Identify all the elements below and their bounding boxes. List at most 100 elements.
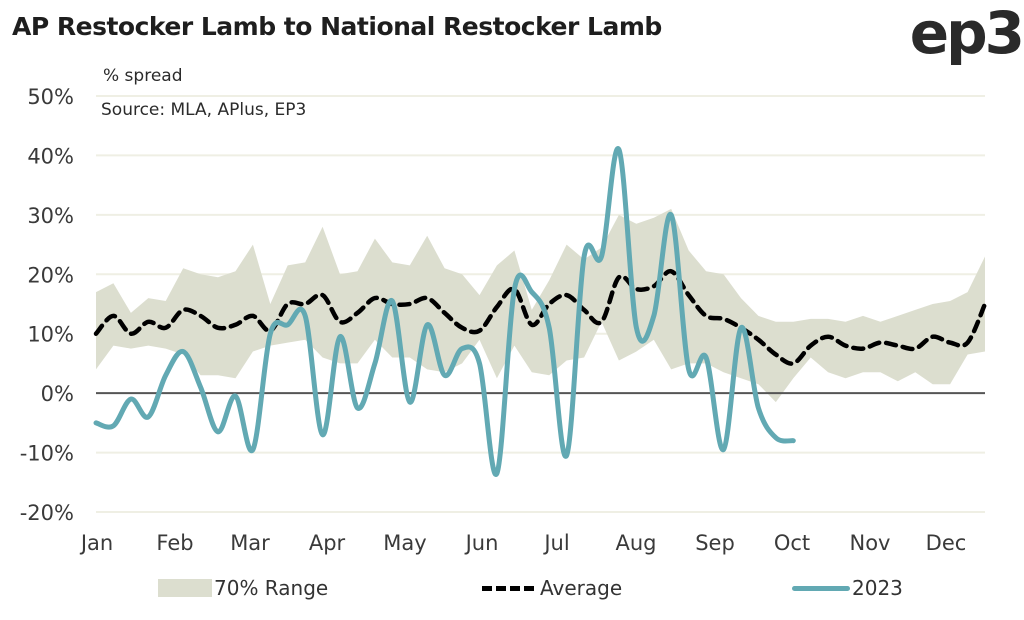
average-point (844, 344, 848, 348)
series-2023-point (251, 448, 255, 452)
series-2023-point (94, 421, 98, 425)
y-tick-label: 0% (41, 382, 74, 406)
series-2023-point (565, 454, 569, 458)
series-2023-point (268, 332, 272, 336)
x-tick-label: Jan (79, 531, 113, 555)
average-point (791, 361, 795, 365)
legend-2023-swatch (792, 585, 850, 591)
average-point (948, 341, 952, 345)
average-point (233, 323, 237, 327)
series-2023-point (181, 350, 185, 354)
series-2023-point (530, 290, 534, 294)
average-point (652, 284, 656, 288)
average-point (687, 293, 691, 297)
series-2023-point (739, 326, 743, 330)
legend-range-swatch (158, 579, 212, 597)
legend-average-swatch (482, 585, 534, 591)
series-2023-point (321, 433, 325, 437)
average-point (129, 332, 133, 336)
average-point (199, 314, 203, 318)
series-2023-point (373, 361, 377, 365)
average-line (93, 269, 988, 366)
series-2023-point (634, 326, 638, 330)
series-2023-point (390, 299, 394, 303)
source-note: Source: MLA, APlus, EP3 (101, 100, 307, 120)
series-2023-point (408, 400, 412, 404)
series-2023-point (547, 326, 551, 330)
x-tick-label: Dec (926, 531, 967, 555)
average-point (669, 269, 673, 273)
average-point (600, 320, 604, 324)
series-2023-point (669, 213, 673, 217)
series-2023-point (286, 323, 290, 327)
series-2023-point (791, 439, 795, 443)
average-point (826, 335, 830, 339)
x-tick-label: Mar (230, 531, 270, 555)
average-point (408, 302, 412, 306)
average-point (530, 323, 534, 327)
series-2023-point (199, 385, 203, 389)
average-point (861, 347, 865, 351)
series-2023-point (617, 147, 621, 151)
legend-range: 70% Range (158, 575, 328, 601)
ep3-logo: ep3 (909, 0, 1024, 67)
x-tick-label: Nov (850, 531, 891, 555)
y-tick-label: 50% (27, 85, 74, 109)
average-point (355, 311, 359, 315)
series-2023-point (129, 397, 133, 401)
average-point (181, 308, 185, 312)
series-2023-point (303, 314, 307, 318)
series-2023-point (652, 314, 656, 318)
series-2023-point (512, 287, 516, 291)
average-point (251, 314, 255, 318)
x-tick-label: May (383, 531, 426, 555)
average-point (547, 302, 551, 306)
y-tick-label: -10% (20, 442, 74, 466)
average-point (94, 332, 98, 336)
average-point (477, 329, 481, 333)
series-2023-point (687, 367, 691, 371)
average-point (966, 341, 970, 345)
y-axis-unit-label: % spread (103, 66, 183, 86)
average-point (878, 341, 882, 345)
x-tick-label: Jun (464, 531, 499, 555)
average-point (460, 326, 464, 330)
legend-average-label: Average (540, 576, 623, 600)
y-axis-ticks: -20% -10% 0% 10% 20% 30% 40% 50% (20, 85, 74, 525)
legend-average: Average (482, 575, 622, 601)
series-2023-point (460, 347, 464, 351)
average-point (338, 320, 342, 324)
average-point (146, 320, 150, 324)
series-2023-point (495, 471, 499, 475)
average-point (286, 302, 290, 306)
series-2023-point (338, 335, 342, 339)
average-point (425, 296, 429, 300)
x-tick-label: Oct (774, 531, 810, 555)
y-tick-label: 20% (27, 263, 74, 287)
series-2023-point (425, 323, 429, 327)
x-tick-label: Jul (542, 531, 569, 555)
series-2023-point (477, 361, 481, 365)
series-2023-point (704, 355, 708, 359)
legend-2023: 2023 (792, 575, 903, 601)
series-2023-point (164, 373, 168, 377)
average-point (634, 287, 638, 291)
average-point (373, 296, 377, 300)
y-tick-label: 30% (27, 204, 74, 228)
average-point (704, 314, 708, 318)
series-2023-point (774, 436, 778, 440)
average-point (931, 335, 935, 339)
series-2023-point (233, 394, 237, 398)
series-2023-point (443, 373, 447, 377)
series-2023-point (111, 424, 115, 428)
chart-title: AP Restocker Lamb to National Restocker … (12, 12, 662, 41)
average-point (774, 353, 778, 357)
average-point (443, 311, 447, 315)
average-point (303, 302, 307, 306)
legend-range-label: 70% Range (214, 576, 329, 600)
y-tick-label: 10% (27, 323, 74, 347)
y-tick-label: -20% (20, 501, 74, 525)
series-2023-point (146, 415, 150, 419)
average-point (722, 317, 726, 321)
